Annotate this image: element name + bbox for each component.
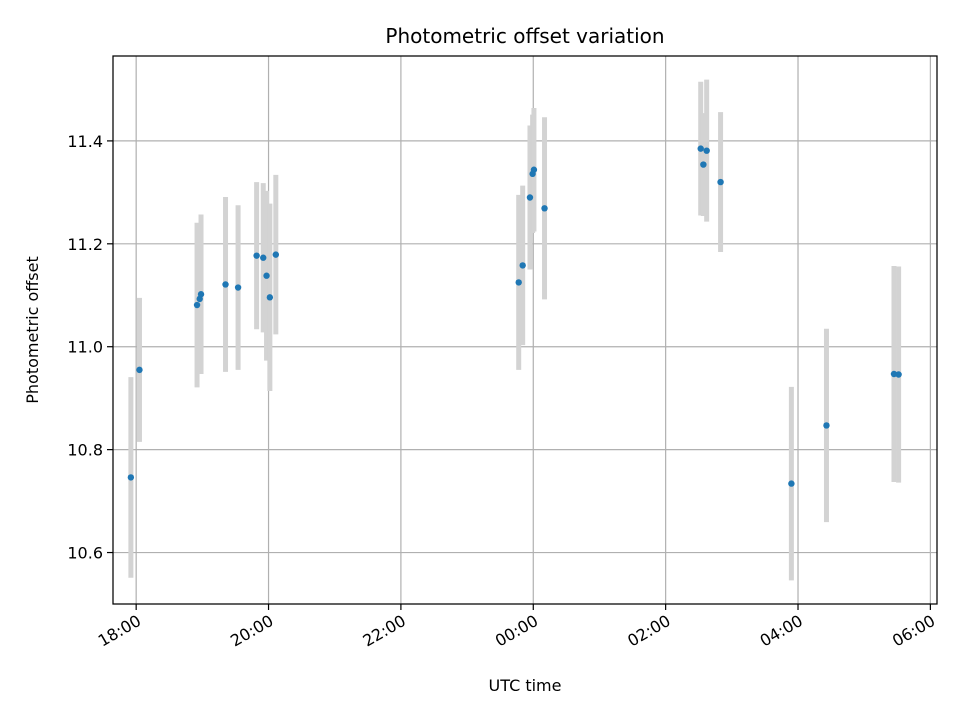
data-markers	[127, 145, 902, 487]
data-point	[788, 480, 795, 487]
data-point	[530, 166, 538, 173]
data-point	[890, 370, 898, 378]
data-point	[519, 262, 526, 269]
data-point	[541, 205, 548, 212]
y-axis-ticks: 10.6 10.8 11.0 11.2 11.4	[67, 132, 113, 563]
data-point	[697, 145, 704, 152]
data-point	[526, 194, 534, 201]
y-tick-label: 10.8	[67, 441, 103, 460]
data-point	[136, 366, 143, 374]
grid-lines	[113, 56, 937, 604]
y-tick-label: 11.0	[67, 338, 103, 357]
data-point	[700, 161, 707, 168]
data-point	[272, 251, 280, 258]
y-tick-label: 11.2	[67, 235, 103, 254]
y-axis-label: Photometric offset	[23, 256, 42, 404]
chart-title: Photometric offset variation	[385, 24, 664, 48]
data-point	[222, 281, 229, 288]
data-point	[895, 371, 902, 378]
data-point	[234, 284, 242, 291]
data-point	[193, 301, 201, 309]
data-point	[197, 291, 205, 298]
data-point	[266, 294, 274, 301]
data-point	[703, 147, 710, 154]
data-point	[260, 254, 267, 261]
x-axis-label: UTC time	[489, 676, 562, 695]
data-point	[515, 279, 522, 286]
data-point	[717, 178, 724, 186]
data-point	[263, 272, 270, 279]
data-point	[823, 422, 830, 429]
axes-frame	[112, 55, 938, 605]
y-tick-label: 11.4	[67, 132, 103, 151]
data-point	[127, 474, 135, 481]
data-point	[253, 252, 260, 259]
y-tick-label: 10.6	[67, 544, 103, 563]
